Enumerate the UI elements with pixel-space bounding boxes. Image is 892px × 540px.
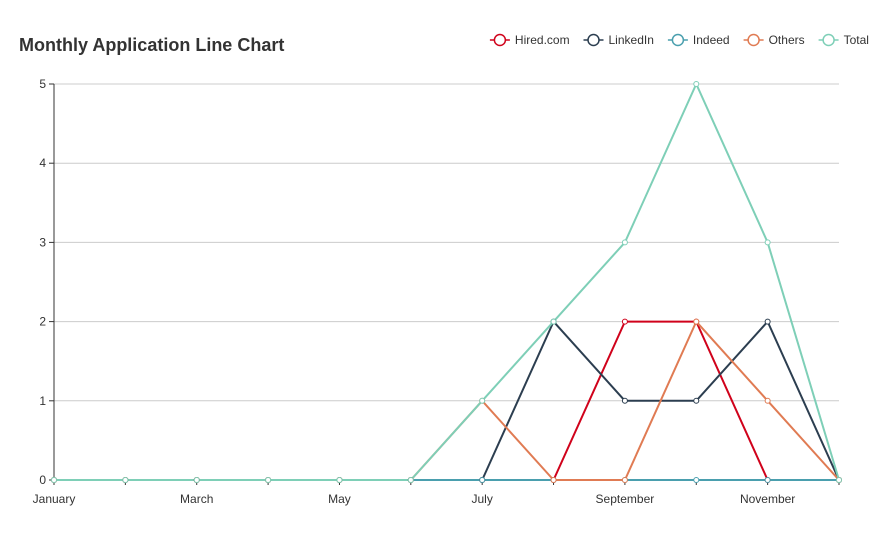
- chart-title: Monthly Application Line Chart: [19, 35, 285, 55]
- legend-marker-icon: [822, 33, 835, 47]
- legend-label: Total: [844, 33, 869, 47]
- data-point-total[interactable]: [479, 397, 486, 404]
- axes: 0 1 2 3 4 5 January March May July September Novemb…: [33, 77, 840, 506]
- y-tick-label: 3: [39, 235, 46, 249]
- legend-marker-icon: [671, 33, 685, 47]
- data-point-total[interactable]: [193, 477, 200, 483]
- legend[interactable]: Hired.com LinkedIn Indeed Others Total: [489, 33, 869, 47]
- x-tick-label: May: [328, 492, 351, 506]
- data-point-indeed[interactable]: [764, 477, 771, 483]
- data-point-total[interactable]: [265, 477, 272, 483]
- legend-item-others[interactable]: Others: [743, 33, 805, 47]
- legend-marker-icon: [747, 33, 760, 47]
- data-point-total[interactable]: [836, 477, 842, 483]
- data-point-others[interactable]: [693, 318, 700, 325]
- y-tick-label: 1: [39, 394, 46, 408]
- data-point-total[interactable]: [336, 477, 343, 483]
- x-tick-label: January: [33, 492, 76, 506]
- data-point-linkedin[interactable]: [621, 397, 628, 404]
- data-points: [51, 81, 842, 483]
- data-point-others[interactable]: [764, 397, 771, 404]
- y-tick-label: 2: [39, 315, 46, 329]
- data-point-total[interactable]: [621, 239, 628, 246]
- legend-item-total[interactable]: Total: [818, 33, 869, 47]
- x-tick-label: September: [596, 492, 655, 506]
- legend-label: Indeed: [693, 33, 730, 47]
- grid-lines: [54, 83, 839, 481]
- data-point-total[interactable]: [550, 318, 557, 325]
- data-point-linkedin[interactable]: [693, 397, 700, 404]
- legend-item-linkedin[interactable]: LinkedIn: [583, 33, 654, 47]
- legend-label: Hired.com: [515, 33, 570, 47]
- data-point-others[interactable]: [621, 477, 628, 483]
- y-tick-label: 5: [39, 77, 46, 91]
- y-tick-label: 4: [39, 156, 46, 170]
- legend-item-hired-com[interactable]: Hired.com: [489, 33, 570, 47]
- series-line-total: [54, 83, 840, 481]
- x-tick-label: July: [472, 492, 493, 506]
- legend-item-indeed[interactable]: Indeed: [667, 33, 730, 47]
- legend-label: LinkedIn: [609, 33, 654, 47]
- data-point-total[interactable]: [693, 81, 700, 87]
- x-tick-label: March: [180, 492, 213, 506]
- data-point-total[interactable]: [764, 239, 771, 246]
- legend-marker-icon: [587, 33, 600, 47]
- series-lines: [54, 83, 840, 481]
- data-point-indeed[interactable]: [479, 477, 486, 483]
- legend-label: Others: [769, 33, 805, 47]
- data-point-total[interactable]: [51, 477, 57, 483]
- y-tick-label: 0: [39, 473, 46, 487]
- x-tick-label: November: [740, 492, 795, 506]
- data-point-hired-com[interactable]: [621, 318, 628, 325]
- legend-marker-icon: [493, 33, 507, 47]
- data-point-linkedin[interactable]: [764, 318, 771, 325]
- data-point-indeed[interactable]: [693, 477, 700, 483]
- data-point-others[interactable]: [550, 477, 557, 483]
- data-point-total[interactable]: [407, 477, 414, 483]
- data-point-total[interactable]: [122, 477, 129, 483]
